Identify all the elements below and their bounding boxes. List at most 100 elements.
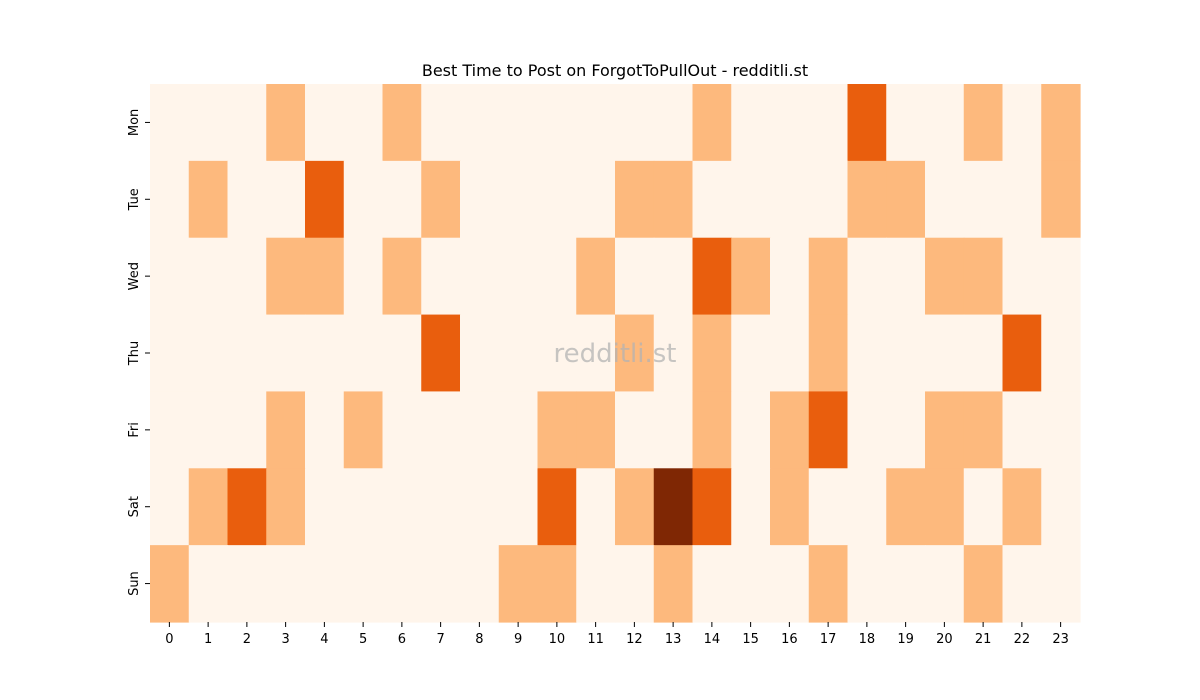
heatmap-cell-sat-0 [150, 468, 190, 546]
heatmap-cell-thu-1 [188, 314, 229, 393]
x-tick-label: 21 [975, 632, 992, 647]
heatmap-cell-sun-13 [653, 545, 694, 623]
heatmap-cell-tue-21 [963, 160, 1004, 239]
heatmap-cell-mon-18 [847, 84, 887, 162]
x-tick-label: 15 [742, 632, 759, 647]
heatmap-cell-mon-12 [615, 84, 655, 162]
heatmap-cell-wed-17 [808, 237, 849, 316]
heatmap-cell-wed-14 [692, 237, 732, 316]
heatmap-cell-sat-5 [343, 468, 384, 546]
heatmap-cell-fri-0 [150, 391, 190, 469]
heatmap-cell-sat-8 [460, 468, 500, 546]
heatmap-cell-sat-1 [188, 468, 229, 546]
x-tick-label: 19 [897, 632, 914, 647]
heatmap-cell-thu-19 [886, 314, 926, 393]
heatmap-cell-thu-8 [460, 314, 500, 393]
heatmap-cell-tue-22 [1002, 160, 1042, 239]
heatmap-cell-fri-21 [963, 391, 1004, 469]
heatmap-cell-wed-20 [925, 237, 965, 316]
heatmap-cell-sun-20 [925, 545, 965, 623]
x-tick-label: 13 [665, 632, 682, 647]
heatmap-cell-wed-6 [382, 237, 422, 316]
heatmap-cell-thu-21 [963, 314, 1004, 393]
heatmap-cell-fri-14 [692, 391, 732, 469]
heatmap-cell-mon-3 [266, 84, 306, 162]
heatmap-cell-tue-3 [266, 160, 306, 239]
y-tick-label: Sat [127, 496, 142, 517]
heatmap-cell-sun-22 [1002, 545, 1042, 623]
heatmap-cell-sat-10 [537, 468, 577, 546]
heatmap-cell-sat-4 [305, 468, 345, 546]
heatmap-cell-thu-4 [305, 314, 345, 393]
heatmap-cell-fri-17 [808, 391, 849, 469]
heatmap-cell-thu-22 [1002, 314, 1042, 393]
heatmap-cell-mon-0 [150, 84, 190, 162]
heatmap-cell-fri-2 [227, 391, 267, 469]
heatmap-cell-sat-3 [266, 468, 306, 546]
x-tick-label: 17 [820, 632, 837, 647]
x-tick-label: 0 [165, 632, 173, 647]
heatmap-cell-mon-8 [460, 84, 500, 162]
heatmap-cell-mon-17 [808, 84, 849, 162]
heatmap-cell-fri-3 [266, 391, 306, 469]
heatmap-cell-tue-19 [886, 160, 926, 239]
heatmap-cell-sun-4 [305, 545, 345, 623]
watermark: redditli.st [554, 339, 677, 369]
heatmap-cell-fri-1 [188, 391, 229, 469]
heatmap-cell-sun-6 [382, 545, 422, 623]
heatmap-cell-sat-11 [576, 468, 616, 546]
heatmap-cell-tue-13 [653, 160, 694, 239]
x-tick-label: 4 [320, 632, 328, 647]
heatmap-cell-sun-5 [343, 545, 384, 623]
heatmap-cell-thu-13 [653, 314, 694, 393]
heatmap-cell-tue-6 [382, 160, 422, 239]
heatmap-cell-tue-11 [576, 160, 616, 239]
heatmap-cell-wed-11 [576, 237, 616, 316]
x-tick-label: 6 [398, 632, 406, 647]
heatmap-cell-tue-16 [770, 160, 810, 239]
heatmap-cell-thu-23 [1041, 314, 1081, 393]
x-tick-label: 10 [549, 632, 566, 647]
heatmap-cell-thu-10 [537, 314, 577, 393]
heatmap-cell-mon-19 [886, 84, 926, 162]
heatmap-cell-wed-13 [653, 237, 694, 316]
heatmap-cell-fri-16 [770, 391, 810, 469]
heatmap-cell-fri-8 [460, 391, 500, 469]
heatmap-cell-sat-17 [808, 468, 849, 546]
heatmap-cell-thu-18 [847, 314, 887, 393]
heatmap-cell-wed-15 [731, 237, 771, 316]
x-tick-label: 18 [859, 632, 876, 647]
heatmap-cell-tue-20 [925, 160, 965, 239]
y-tick-label: Mon [127, 109, 142, 136]
heatmap-cell-sat-9 [498, 468, 539, 546]
heatmap-cell-mon-16 [770, 84, 810, 162]
heatmap-cell-sun-1 [188, 545, 229, 623]
heatmap-cell-sun-2 [227, 545, 267, 623]
heatmap-cell-wed-9 [498, 237, 539, 316]
heatmap-cell-sun-18 [847, 545, 887, 623]
heatmap-cell-sun-10 [537, 545, 577, 623]
chart-title: Best Time to Post on ForgotToPullOut - r… [422, 61, 808, 80]
heatmap-cell-mon-5 [343, 84, 384, 162]
heatmap-cell-thu-15 [731, 314, 771, 393]
heatmap-cell-tue-18 [847, 160, 887, 239]
x-tick-label: 20 [936, 632, 953, 647]
heatmap-cell-sun-9 [498, 545, 539, 623]
heatmap-cell-sat-13 [653, 468, 694, 546]
heatmap-cell-thu-2 [227, 314, 267, 393]
heatmap-cell-sun-15 [731, 545, 771, 623]
x-tick-label: 8 [475, 632, 483, 647]
x-tick-label: 1 [204, 632, 212, 647]
heatmap-cell-sun-0 [150, 545, 190, 623]
heatmap-cell-fri-19 [886, 391, 926, 469]
x-tick-label: 12 [626, 632, 643, 647]
x-tick-label: 3 [281, 632, 289, 647]
heatmap-cell-sun-7 [421, 545, 461, 623]
x-tick-label: 7 [436, 632, 444, 647]
heatmap-cell-mon-20 [925, 84, 965, 162]
heatmap-cell-mon-14 [692, 84, 732, 162]
heatmap-cell-wed-8 [460, 237, 500, 316]
heatmap-cell-fri-5 [343, 391, 384, 469]
heatmap-cell-tue-5 [343, 160, 384, 239]
